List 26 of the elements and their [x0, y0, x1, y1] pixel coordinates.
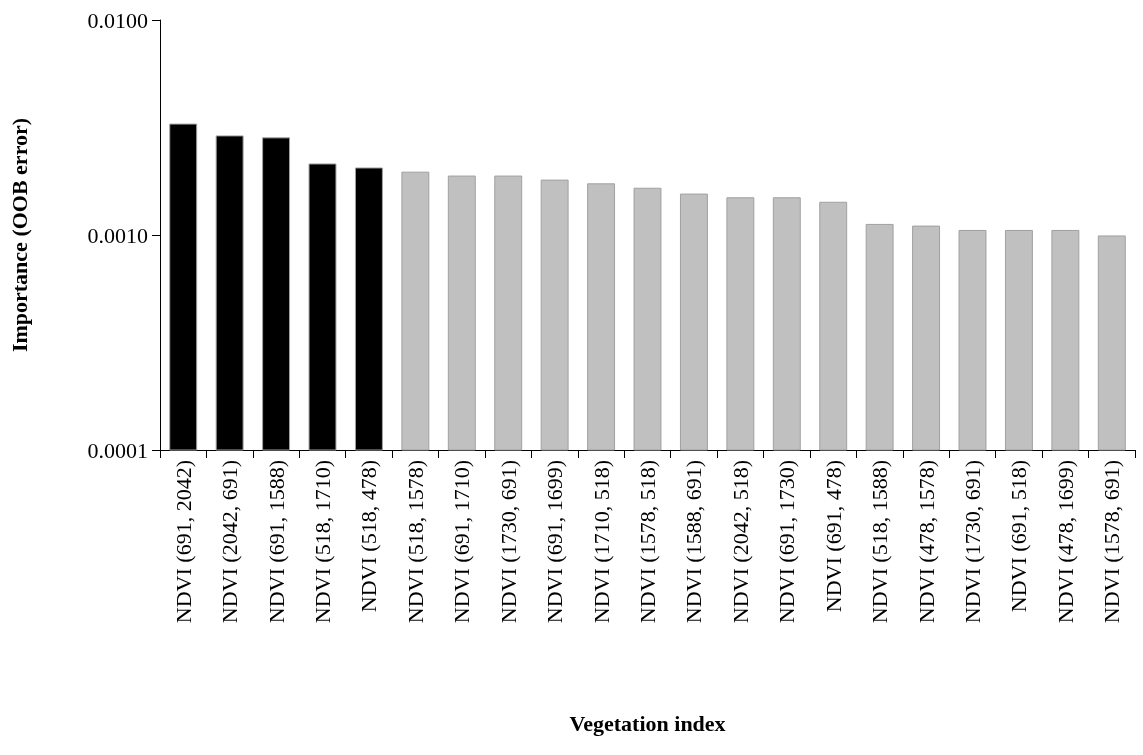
x-tick-label: NDVI (691, 2042) [170, 460, 196, 624]
x-tick-label: NDVI (1730, 691) [960, 460, 985, 624]
x-tick-label: NDVI (691, 518) [1006, 460, 1032, 613]
x-tick-label: NDVI (691, 1699) [542, 460, 568, 624]
x-tick-label: NDVI (1588, 691) [681, 460, 707, 624]
y-tick-label: 0.0010 [87, 222, 148, 248]
x-tick-label: NDVI (691, 1588) [263, 460, 289, 624]
x-tick-label: NDVI (1710, 518) [588, 460, 614, 624]
x-tick-label: NDVI (518, 1578) [402, 460, 428, 624]
y-axis-title: Importance (OOB error) [6, 117, 32, 353]
x-tick-label: NDVI (518, 1588) [867, 460, 893, 624]
x-tick-label: NDVI (478, 1699) [1052, 460, 1078, 624]
x-tick-label: NDVI (2042, 691) [217, 460, 243, 624]
y-tick-label: 0.0100 [87, 7, 148, 33]
x-tick-label: NDVI (691, 478) [820, 460, 846, 613]
x-tick-label: NDVI (691, 1710) [449, 460, 475, 624]
x-tick-label: NDVI (518, 1710) [310, 460, 335, 624]
x-axis-title: Vegetation index [569, 710, 726, 736]
x-tick-label: NDVI (1578, 518) [635, 460, 660, 624]
x-tick-label: NDVI (2042, 518) [727, 460, 753, 624]
x-tick-label: NDVI (478, 1578) [913, 460, 939, 624]
x-tick-label: NDVI (518, 478) [356, 460, 382, 613]
x-tick-label: NDVI (691, 1730) [774, 460, 800, 624]
y-tick-label: 0.0001 [87, 437, 148, 463]
x-tick-label: NDVI (1578, 691) [1099, 460, 1125, 624]
x-tick-label: NDVI (1730, 691) [495, 460, 521, 624]
